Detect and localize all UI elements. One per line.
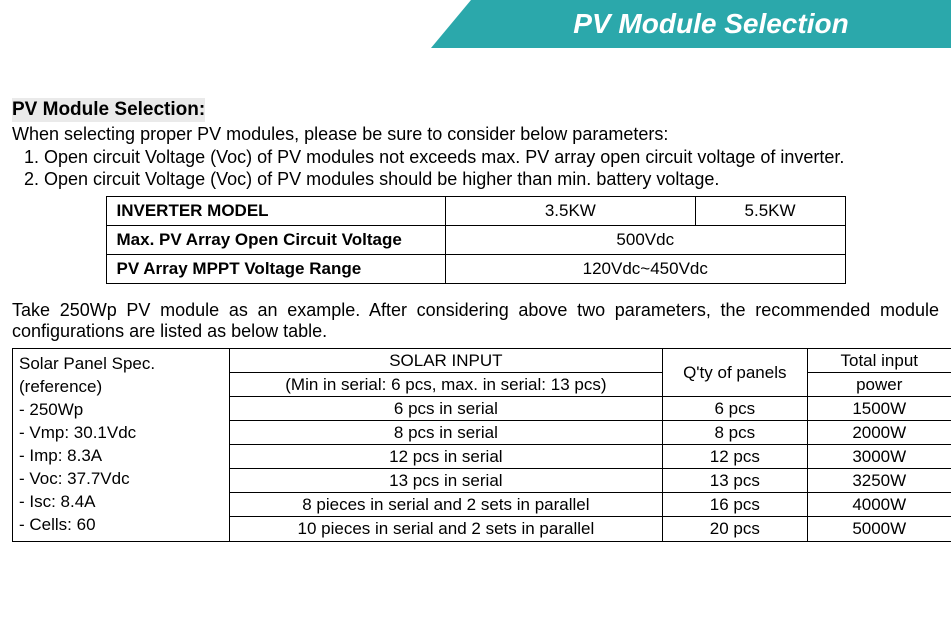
- rule-2: Open circuit Voltage (Voc) of PV modules…: [44, 169, 939, 190]
- cell-mppt-label: PV Array MPPT Voltage Range: [106, 255, 446, 284]
- cell-config: 8 pieces in serial and 2 sets in paralle…: [229, 493, 662, 517]
- inverter-table-wrap: INVERTER MODEL 3.5KW 5.5KW Max. PV Array…: [12, 196, 939, 284]
- cell-mppt-value: 120Vdc~450Vdc: [446, 255, 845, 284]
- intro-text: When selecting proper PV modules, please…: [12, 124, 939, 145]
- content-area: PV Module Selection: When selecting prop…: [0, 48, 951, 562]
- cell-config: 10 pieces in serial and 2 sets in parall…: [229, 517, 662, 541]
- header-power: power: [807, 373, 951, 397]
- spec-line: - Isc: 8.4A: [19, 492, 96, 511]
- example-paragraph: Take 250Wp PV module as an example. Afte…: [12, 300, 939, 342]
- solar-panel-spec-cell: Solar Panel Spec. (reference) - 250Wp - …: [13, 349, 230, 542]
- table-row: Solar Panel Spec. (reference) - 250Wp - …: [13, 349, 951, 373]
- inverter-spec-table: INVERTER MODEL 3.5KW 5.5KW Max. PV Array…: [106, 196, 846, 284]
- cell-qty: 20 pcs: [663, 517, 807, 541]
- cell-power: 3000W: [807, 445, 951, 469]
- cell-power: 4000W: [807, 493, 951, 517]
- cell-qty: 8 pcs: [663, 421, 807, 445]
- rule-1: Open circuit Voltage (Voc) of PV modules…: [44, 147, 939, 168]
- section-heading: PV Module Selection:: [12, 98, 205, 122]
- cell-max-voc-label: Max. PV Array Open Circuit Voltage: [106, 226, 446, 255]
- header-total-input: Total input: [807, 349, 951, 373]
- spec-line: - Voc: 37.7Vdc: [19, 469, 130, 488]
- banner-title: PV Module Selection: [573, 8, 848, 40]
- cell-power: 5000W: [807, 517, 951, 541]
- cell-power: 2000W: [807, 421, 951, 445]
- cell-config: 8 pcs in serial: [229, 421, 662, 445]
- table-row: INVERTER MODEL 3.5KW 5.5KW: [106, 197, 845, 226]
- cell-qty: 16 pcs: [663, 493, 807, 517]
- cell-config: 6 pcs in serial: [229, 397, 662, 421]
- header-solar-sub: (Min in serial: 6 pcs, max. in serial: 1…: [229, 373, 662, 397]
- table-row: PV Array MPPT Voltage Range 120Vdc~450Vd…: [106, 255, 845, 284]
- header-qty-panels: Q'ty of panels: [663, 349, 807, 397]
- module-config-table: Solar Panel Spec. (reference) - 250Wp - …: [12, 348, 951, 542]
- spec-line: - Cells: 60: [19, 515, 96, 534]
- cell-qty: 12 pcs: [663, 445, 807, 469]
- header-solar-input: SOLAR INPUT: [229, 349, 662, 373]
- spec-line: - Vmp: 30.1Vdc: [19, 423, 136, 442]
- banner-ribbon: PV Module Selection: [471, 0, 951, 48]
- cell-qty: 6 pcs: [663, 397, 807, 421]
- cell-config: 13 pcs in serial: [229, 469, 662, 493]
- rules-list: Open circuit Voltage (Voc) of PV modules…: [12, 147, 939, 190]
- cell-qty: 13 pcs: [663, 469, 807, 493]
- table-row: Max. PV Array Open Circuit Voltage 500Vd…: [106, 226, 845, 255]
- spec-line: (reference): [19, 377, 102, 396]
- cell-power: 1500W: [807, 397, 951, 421]
- cell-power: 3250W: [807, 469, 951, 493]
- page-banner: PV Module Selection: [0, 0, 951, 48]
- cell-config: 12 pcs in serial: [229, 445, 662, 469]
- spec-line: Solar Panel Spec.: [19, 354, 155, 373]
- cell-max-voc-value: 500Vdc: [446, 226, 845, 255]
- spec-line: - 250Wp: [19, 400, 83, 419]
- cell-inverter-model-label: INVERTER MODEL: [106, 197, 446, 226]
- cell-5-5kw: 5.5KW: [695, 197, 845, 226]
- cell-3-5kw: 3.5KW: [446, 197, 696, 226]
- spec-line: - Imp: 8.3A: [19, 446, 102, 465]
